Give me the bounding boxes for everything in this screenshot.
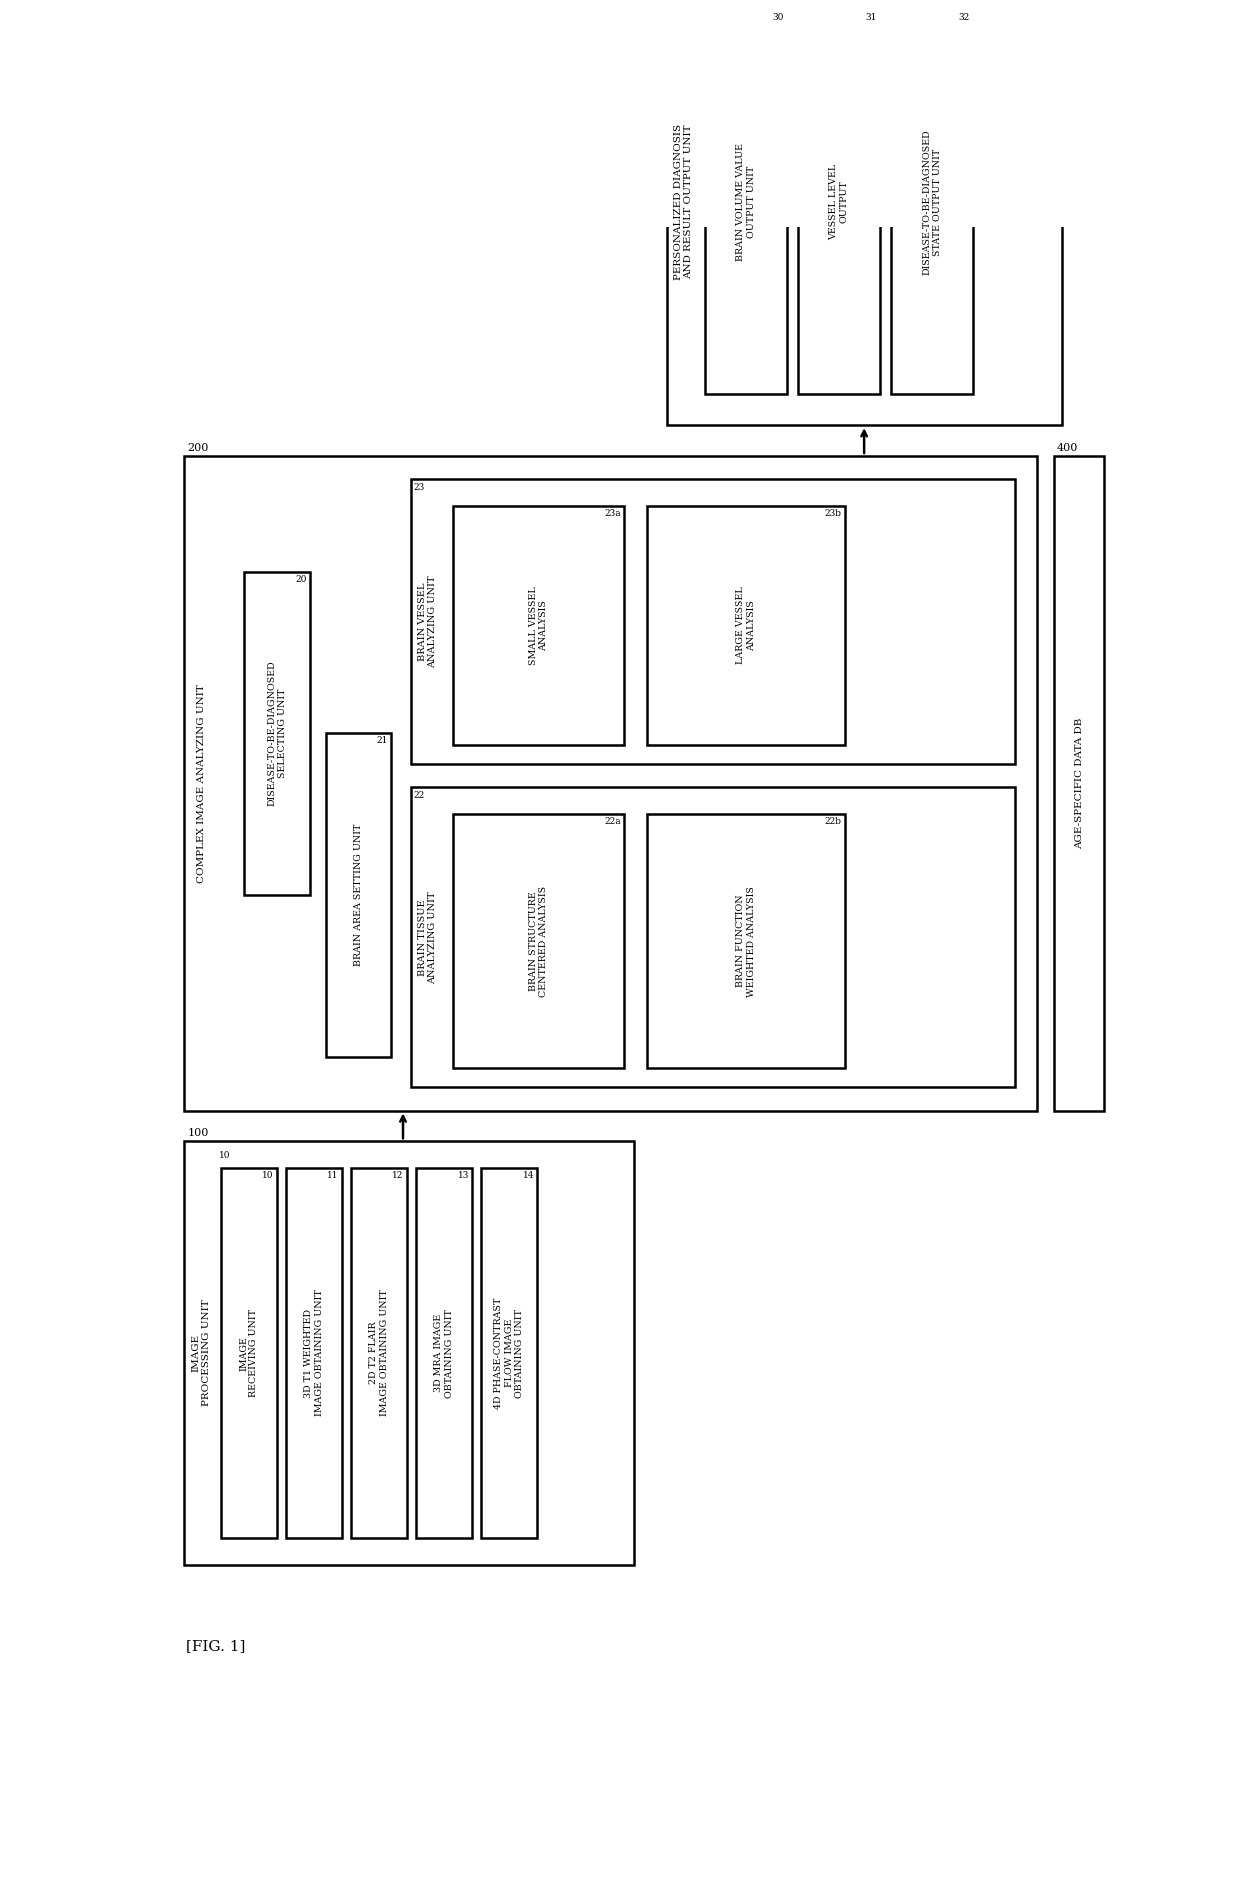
Text: IMAGE
PROCESSING UNIT: IMAGE PROCESSING UNIT [192, 1299, 211, 1407]
Text: BRAIN VOLUME VALUE
OUTPUT UNIT: BRAIN VOLUME VALUE OUTPUT UNIT [737, 143, 755, 261]
Bar [410, 787, 1016, 1087]
Text: BRAIN FUNCTION
WEIGHTED ANALYSIS: BRAIN FUNCTION WEIGHTED ANALYSIS [737, 885, 755, 997]
Text: 2D T2 FLAIR
IMAGE OBTAINING UNIT: 2D T2 FLAIR IMAGE OBTAINING UNIT [370, 1290, 388, 1416]
Text: PERSONALIZED DIAGNOSIS
AND RESULT OUTPUT UNIT: PERSONALIZED DIAGNOSIS AND RESULT OUTPUT… [673, 125, 693, 279]
Text: COMPLEX IMAGE ANALYZING UNIT: COMPLEX IMAGE ANALYZING UNIT [197, 683, 206, 884]
Bar [351, 1169, 407, 1539]
Bar [706, 9, 786, 395]
Text: 32: 32 [959, 13, 970, 21]
Text: BRAIN STRUCTURE
CENTERED ANALYSIS: BRAIN STRUCTURE CENTERED ANALYSIS [529, 885, 548, 997]
Text: 13: 13 [458, 1171, 469, 1180]
Text: 20: 20 [295, 574, 306, 583]
Text: 22b: 22b [825, 818, 842, 827]
Text: AGE-SPECIFIC DATA DB: AGE-SPECIFIC DATA DB [1075, 717, 1084, 850]
Bar [799, 9, 879, 395]
Text: BRAIN TISSUE
ANALYZING UNIT: BRAIN TISSUE ANALYZING UNIT [418, 891, 438, 984]
Text: 3D MRA IMAGE
OBTAINING UNIT: 3D MRA IMAGE OBTAINING UNIT [434, 1308, 454, 1397]
Text: 21: 21 [377, 736, 388, 746]
Text: [FIG. 1]: [FIG. 1] [186, 1639, 246, 1654]
Text: 22a: 22a [604, 818, 621, 827]
Bar [647, 506, 844, 744]
Bar [417, 1169, 472, 1539]
Bar [325, 733, 392, 1057]
Text: 400: 400 [1056, 444, 1079, 453]
Text: 23: 23 [414, 483, 425, 493]
Bar [221, 1169, 277, 1539]
Text: 200: 200 [187, 444, 208, 453]
Text: SMALL VESSEL
ANALYSIS: SMALL VESSEL ANALYSIS [529, 585, 548, 665]
Bar [892, 9, 972, 395]
Text: DISEASE-TO-BE-DIAGNOSED
STATE OUTPUT UNIT: DISEASE-TO-BE-DIAGNOSED STATE OUTPUT UNI… [923, 128, 941, 276]
Text: 3D T1 WEIGHTED
IMAGE OBTAINING UNIT: 3D T1 WEIGHTED IMAGE OBTAINING UNIT [304, 1290, 324, 1416]
Bar [454, 814, 624, 1069]
Text: 11: 11 [327, 1171, 339, 1180]
Bar [185, 457, 1037, 1110]
Text: 23b: 23b [825, 510, 842, 517]
Text: 12: 12 [392, 1171, 404, 1180]
Text: LARGE VESSEL
ANALYSIS: LARGE VESSEL ANALYSIS [737, 587, 755, 665]
Bar [1054, 457, 1105, 1110]
Bar [481, 1169, 537, 1539]
Text: 31: 31 [866, 13, 877, 21]
Text: IMAGE
RECEIVING UNIT: IMAGE RECEIVING UNIT [239, 1308, 258, 1397]
Text: BRAIN VESSEL
ANALYZING UNIT: BRAIN VESSEL ANALYZING UNIT [418, 576, 438, 668]
Text: BRAIN AREA SETTING UNIT: BRAIN AREA SETTING UNIT [353, 823, 363, 967]
Text: 10: 10 [262, 1171, 274, 1180]
Bar [647, 814, 844, 1069]
Bar [410, 480, 1016, 765]
Text: 14: 14 [522, 1171, 534, 1180]
Text: VESSEL LEVEL
OUTPUT: VESSEL LEVEL OUTPUT [830, 164, 848, 240]
Text: 30: 30 [773, 13, 784, 21]
Text: 100: 100 [187, 1129, 208, 1138]
Bar [667, 0, 1061, 425]
Bar [185, 1142, 634, 1565]
Text: 22: 22 [414, 791, 425, 801]
Text: 23a: 23a [604, 510, 621, 517]
Text: 4D PHASE-CONTRAST
FLOW IMAGE
OBTAINING UNIT: 4D PHASE-CONTRAST FLOW IMAGE OBTAINING U… [495, 1297, 525, 1408]
Text: 10: 10 [218, 1150, 231, 1159]
Text: DISEASE-TO-BE-DIAGNOSED
SELECTING UNIT: DISEASE-TO-BE-DIAGNOSED SELECTING UNIT [268, 661, 286, 806]
Bar [244, 572, 310, 895]
Bar [286, 1169, 342, 1539]
Bar [454, 506, 624, 744]
